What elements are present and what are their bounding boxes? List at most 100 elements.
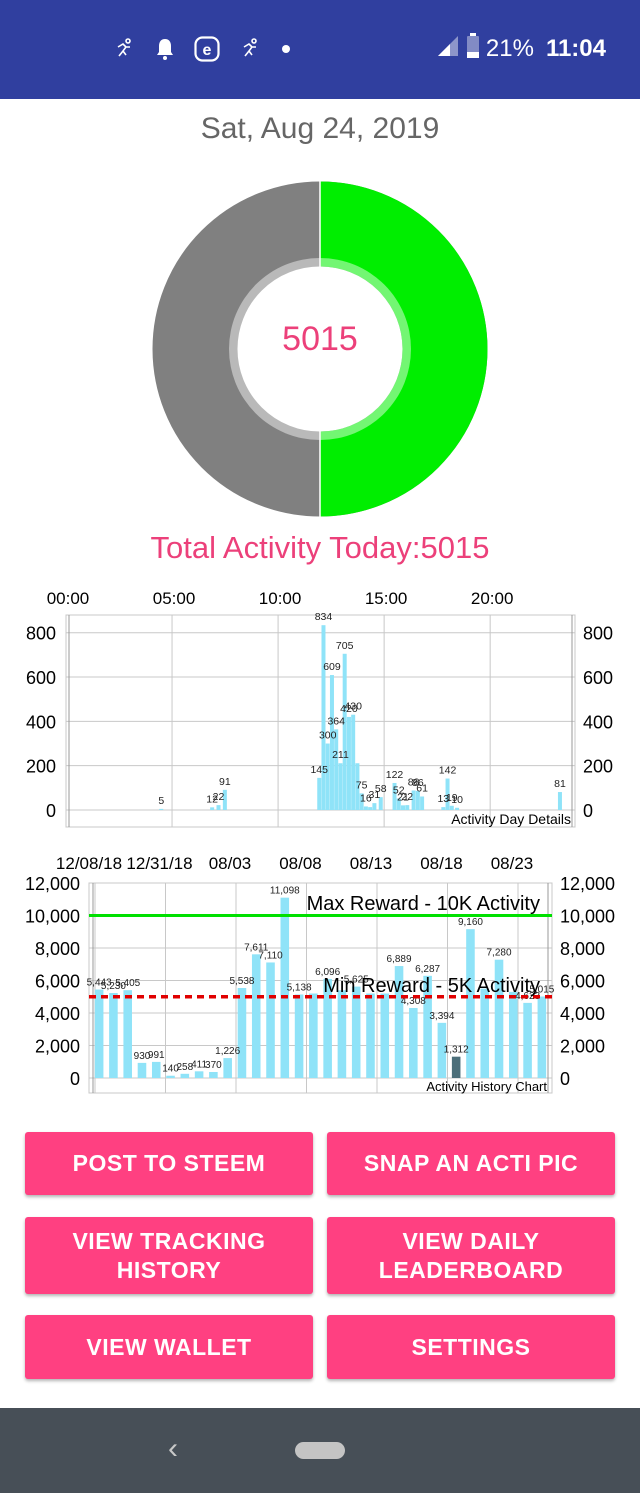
day-bar [216, 805, 221, 810]
post-to-steem-button[interactable]: POST TO STEEM [25, 1132, 313, 1195]
view-tracking-history-label-line2: HISTORY [116, 1256, 222, 1283]
day-bar-label: 22 [213, 791, 225, 803]
snap-acti-pic-label: SNAP AN ACTI PIC [363, 1150, 579, 1176]
history-y-tick-right: 10,000 [560, 907, 615, 927]
snap-acti-pic-button[interactable]: SNAP AN ACTI PIC [327, 1132, 615, 1195]
history-bar [123, 990, 132, 1078]
history-bar [137, 1062, 147, 1078]
notification-icons: e [112, 34, 292, 64]
history-y-tick-left: 4,000 [35, 1004, 80, 1024]
history-bar-label: 6,287 [415, 964, 440, 975]
history-y-tick-left: 10,000 [25, 907, 80, 927]
day-bar [342, 653, 347, 810]
view-tracking-history-label-line1: VIEW TRACKING [72, 1227, 266, 1254]
day-bar-label: 300 [319, 730, 337, 742]
day-bar [210, 807, 215, 810]
history-bar [294, 994, 304, 1078]
history-bar [309, 993, 318, 1078]
day-x-tick: 00:00 [47, 589, 90, 608]
day-bar [372, 803, 377, 810]
view-wallet-label: VIEW WALLET [86, 1333, 252, 1360]
day-bar [359, 793, 364, 810]
day-y-tick-right: 0 [583, 801, 593, 821]
history-bar [523, 1002, 532, 1078]
history-bar-label: 1,226 [215, 1046, 240, 1057]
day-bar-label: 364 [327, 715, 345, 727]
history-x-tick: 08/08 [279, 854, 322, 873]
history-bar-label: 991 [148, 1050, 165, 1061]
day-x-tick: 15:00 [365, 589, 408, 608]
day-bar [368, 807, 373, 810]
signal-icon [436, 35, 460, 64]
day-bar-label: 31 [369, 789, 381, 801]
day-y-tick-left: 800 [26, 624, 56, 644]
history-bar-label: 6,096 [315, 967, 340, 978]
history-bar [237, 988, 247, 1078]
history-chart-description: Activity History Chart [426, 1079, 547, 1094]
history-bar [166, 1075, 175, 1078]
day-y-tick-left: 200 [26, 757, 56, 777]
history-bar [480, 988, 490, 1078]
history-bar [209, 1071, 218, 1078]
history-bar-label: 5,405 [115, 978, 140, 989]
history-bar [366, 993, 375, 1078]
day-y-tick-right: 600 [583, 668, 613, 688]
history-y-tick-left: 12,000 [25, 874, 80, 894]
history-bar [437, 1022, 447, 1078]
history-bar [394, 966, 404, 1078]
day-bar-label: 21 [397, 791, 409, 803]
history-y-tick-left: 0 [70, 1069, 80, 1089]
day-bar [355, 763, 360, 810]
day-bar [338, 763, 343, 810]
day-bar-label: 88 [408, 777, 420, 789]
day-bar [321, 625, 326, 810]
day-bar [317, 777, 322, 810]
day-bar [363, 806, 368, 810]
view-daily-leaderboard-button[interactable]: VIEW DAILY LEADERBOARD [327, 1217, 615, 1294]
history-bar-label: 258 [176, 1062, 193, 1073]
history-bar [194, 1071, 204, 1078]
history-x-tick: 08/23 [491, 854, 534, 873]
day-bar-label: 16 [360, 792, 372, 804]
day-chart-description: Activity Day Details [451, 811, 571, 827]
bell-icon [154, 37, 176, 61]
settings-button[interactable]: SETTINGS [327, 1315, 615, 1379]
history-bar-label: 6,889 [387, 954, 412, 965]
history-bar [109, 993, 118, 1078]
day-bar [351, 714, 356, 810]
history-bar-label: 140 [162, 1064, 179, 1075]
day-bar-label: 19 [446, 792, 458, 804]
history-bar [451, 1056, 461, 1078]
view-tracking-history-button[interactable]: VIEW TRACKING HISTORY [25, 1217, 313, 1294]
post-to-steem-label: POST TO STEEM [72, 1150, 266, 1176]
history-bar-label: 3,394 [429, 1011, 454, 1022]
day-x-tick: 10:00 [259, 589, 302, 608]
history-bar [180, 1073, 190, 1078]
day-bar-label: 145 [310, 764, 328, 776]
battery-percent: 21% [485, 35, 534, 62]
view-daily-leaderboard-label-line2: LEADERBOARD [378, 1256, 564, 1283]
day-y-tick-right: 200 [583, 757, 613, 777]
history-x-tick: 12/08/18 [56, 854, 122, 873]
history-bar [280, 897, 290, 1078]
history-bar-label: 370 [205, 1060, 222, 1071]
history-bar [494, 959, 504, 1078]
day-y-tick-left: 400 [26, 712, 56, 732]
day-y-tick-right: 400 [583, 712, 613, 732]
history-bar [537, 996, 547, 1078]
activity-day-chart: 00:00 05:00 10:00 15:00 20:00 0200400600800 … [26, 589, 613, 828]
activity-history-chart: 12/08/18 12/31/18 08/03 08/08 08/13 08/18 08/2… [25, 854, 615, 1094]
e-app-icon: e [194, 36, 220, 62]
history-bar-label: 1,312 [444, 1045, 469, 1056]
history-bar [409, 1007, 418, 1078]
view-wallet-button[interactable]: VIEW WALLET [25, 1315, 313, 1379]
home-pill-button[interactable] [295, 1442, 345, 1459]
day-bar [445, 778, 450, 810]
history-y-tick-left: 2,000 [35, 1037, 80, 1057]
day-bar-label: 10 [451, 794, 463, 806]
history-y-tick-right: 6,000 [560, 972, 605, 992]
day-bar-label: 834 [315, 611, 333, 623]
back-icon[interactable]: ‹ [168, 1432, 178, 1465]
day-bar [455, 807, 460, 810]
day-bar [392, 782, 397, 810]
